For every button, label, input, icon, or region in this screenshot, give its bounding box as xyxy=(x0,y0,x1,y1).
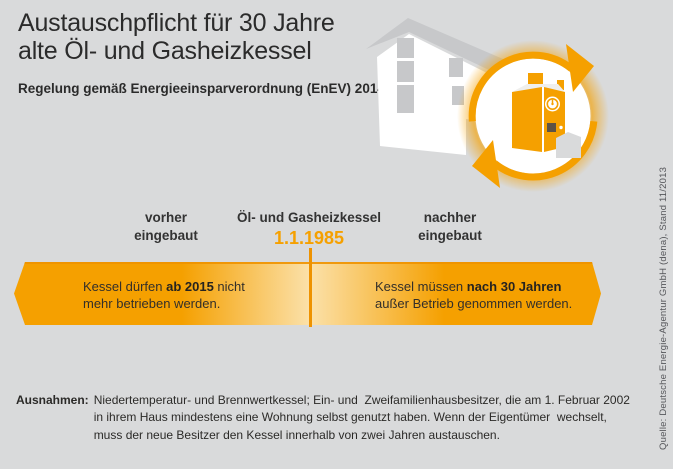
recycle-arrows-icon xyxy=(468,44,598,188)
exceptions-paragraph: Ausnahmen: Niedertemperatur- und Brennwe… xyxy=(16,392,630,444)
source-credit: Quelle: Deutsche Energie-Agentur GmbH (d… xyxy=(658,166,669,450)
page-title: Austauschpflicht für 30 Jahre alte Öl- u… xyxy=(18,9,335,65)
band-left-l1-tail: nicht xyxy=(213,279,245,294)
band-left-line-1: Kessel dürfen ab 2015 nicht xyxy=(83,279,245,296)
subtitle: Regelung gemäß Energieeinsparverordnung … xyxy=(18,81,390,96)
band-left-line-2: mehr betrieben werden. xyxy=(83,295,221,311)
center-date: 1.1.1985 xyxy=(273,228,345,248)
title-line-2: alte Öl- und Gasheizkessel xyxy=(18,36,312,65)
timeline-label-after: nachher eingebaut xyxy=(390,209,510,245)
exceptions-line-2: in ihrem Haus mindestens eine Wohnung se… xyxy=(93,410,607,425)
band-text-right: Kessel müssen nach 30 Jahren außer Betri… xyxy=(375,279,572,312)
exceptions-line-1: Niedertemperatur- und Brennwertkessel; E… xyxy=(93,393,630,407)
timeline-center-divider xyxy=(309,248,312,327)
illustration xyxy=(366,18,609,192)
band-right-l1-normal: Kessel müssen xyxy=(375,279,467,294)
exceptions-label: Ausnahmen: xyxy=(16,393,89,407)
before-line-1: vorher xyxy=(144,210,188,225)
exceptions-lines: Niedertemperatur- und Brennwertkessel; E… xyxy=(94,392,630,444)
band-left-l1-normal: Kessel dürfen xyxy=(83,279,167,294)
band-right-line-2: außer Betrieb genommen werden. xyxy=(375,295,573,311)
band-left-l1-bold: ab 2015 xyxy=(166,279,214,294)
after-line-2: eingebaut xyxy=(418,228,482,243)
band-right-l1-bold: nach 30 Jahren xyxy=(466,279,562,294)
center-label: Öl- und Gasheizkessel xyxy=(236,210,382,225)
band-right-line-1: Kessel müssen nach 30 Jahren xyxy=(375,279,572,296)
band-text-left: Kessel dürfen ab 2015 nicht mehr betrieb… xyxy=(83,279,245,312)
timeline-label-before: vorher eingebaut xyxy=(106,209,226,245)
exceptions-line-3: muss der neue Besitzer den Kessel innerh… xyxy=(93,427,500,442)
before-line-2: eingebaut xyxy=(134,228,198,243)
timeline-label-center: Öl- und Gasheizkessel 1.1.1985 xyxy=(214,209,404,248)
after-line-1: nachher xyxy=(423,210,477,225)
timeline-arrow-band xyxy=(14,262,601,325)
boiler-icon xyxy=(512,73,581,158)
title-line-1: Austauschpflicht für 30 Jahre xyxy=(18,9,335,37)
